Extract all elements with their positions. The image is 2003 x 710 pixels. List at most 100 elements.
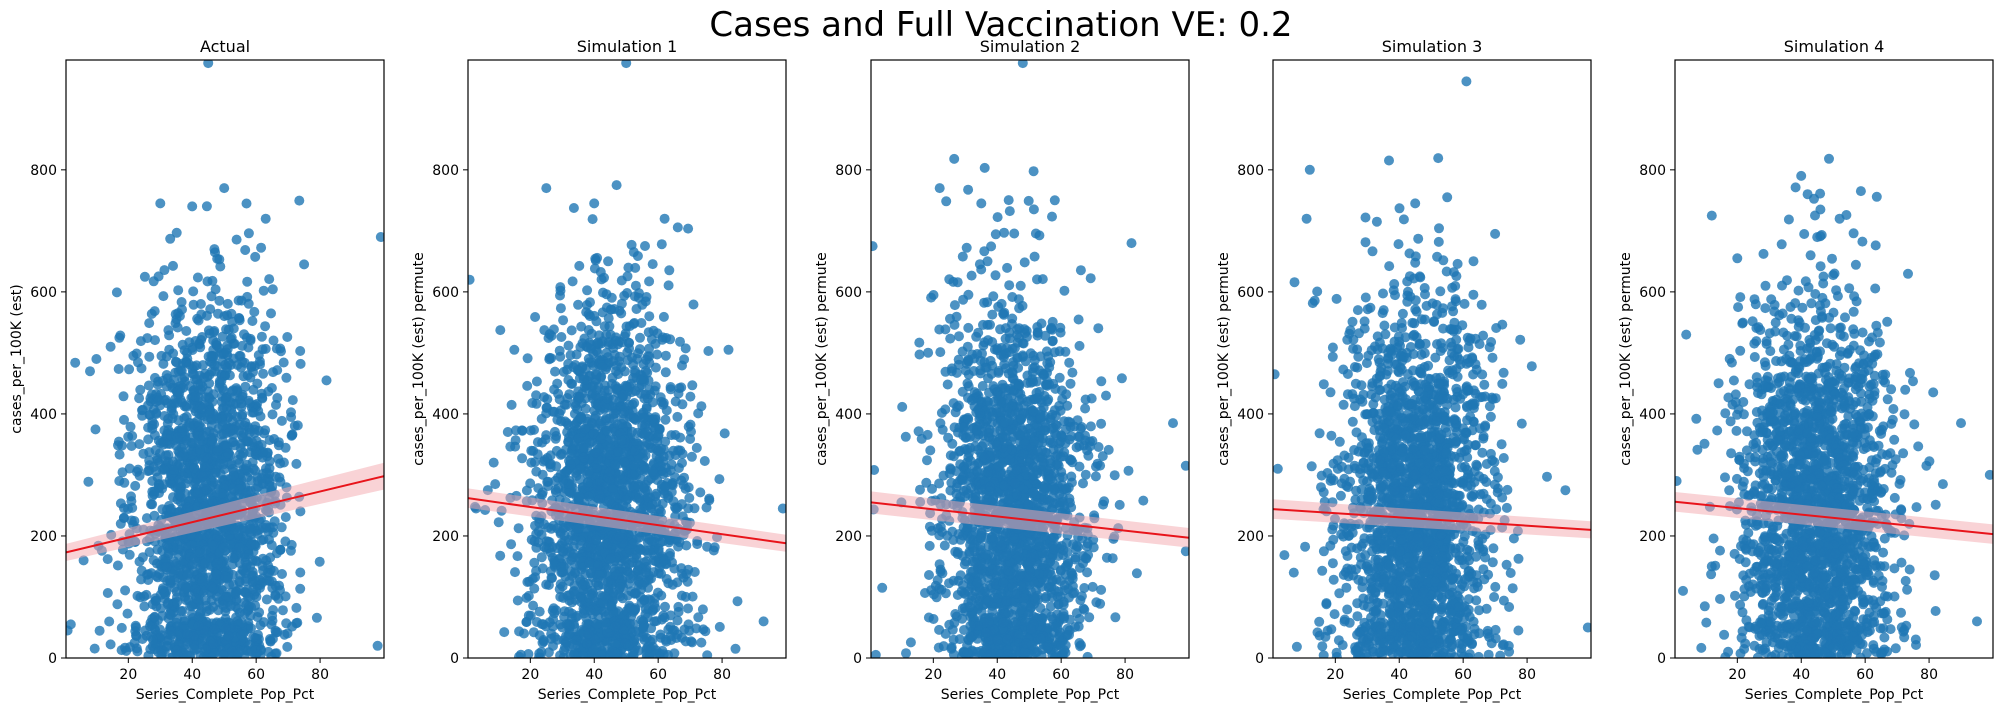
scatter-point: [528, 600, 539, 611]
scatter-point: [593, 580, 604, 591]
scatter-point: [314, 556, 325, 567]
scatter-point: [242, 276, 253, 287]
scatter-point: [676, 382, 687, 393]
scatter-point: [1074, 461, 1085, 472]
scatter-point: [632, 354, 643, 364]
scatter-point: [648, 567, 659, 578]
scatter-point: [102, 588, 113, 598]
scatter-point: [551, 445, 562, 456]
scatter-point: [653, 587, 663, 598]
scatter-point: [113, 364, 124, 374]
scatter-point: [719, 428, 730, 439]
scatter-point: [375, 232, 384, 242]
scatter-point: [272, 627, 283, 638]
scatter-point: [212, 531, 223, 542]
scatter-point: [311, 612, 322, 623]
scatter-point: [254, 607, 265, 618]
scatter-point: [1082, 651, 1093, 658]
scatter-point: [228, 470, 239, 481]
scatter-point: [115, 330, 126, 341]
scatter-point: [583, 628, 594, 639]
scatter-point: [282, 641, 293, 652]
scatter-point: [193, 379, 204, 390]
scatter-point: [525, 425, 536, 436]
scatter-point: [620, 638, 631, 649]
scatter-point: [597, 362, 608, 373]
scatter-point: [291, 602, 302, 613]
scatter-point: [241, 459, 252, 470]
scatter-point: [211, 569, 222, 580]
scatter-point: [985, 319, 995, 330]
scatter-point: [618, 414, 629, 425]
scatter-point: [558, 523, 569, 534]
scatter-point: [539, 542, 550, 553]
scatter-point: [635, 473, 646, 484]
scatter-point: [605, 553, 616, 564]
scatter-point: [261, 594, 272, 605]
scatter-point: [604, 466, 615, 477]
scatter-point: [210, 468, 221, 479]
scatter-point: [578, 452, 589, 463]
scatter-point: [499, 627, 510, 638]
scatter-point: [635, 332, 645, 343]
scatter-point: [165, 233, 176, 244]
scatter-point: [663, 624, 674, 635]
scatter-point: [495, 325, 506, 336]
scatter-point: [593, 560, 603, 571]
scatter-point: [189, 463, 200, 474]
scatter-point: [608, 484, 618, 495]
scatter-point: [992, 212, 1003, 223]
scatter-point: [151, 595, 162, 606]
scatter-point: [658, 311, 669, 322]
scatter-point: [153, 376, 163, 387]
scatter-point: [620, 366, 630, 377]
scatter-point: [539, 392, 549, 403]
scatter-point: [243, 298, 254, 309]
scatter-point: [673, 541, 684, 552]
scatter-point: [605, 449, 615, 460]
scatter-point: [653, 430, 664, 441]
scatter-point: [139, 601, 150, 612]
scatter-point: [714, 474, 725, 485]
scatter-point: [604, 495, 615, 506]
x-tick-label: 80: [311, 667, 329, 683]
scatter-point: [647, 397, 658, 408]
scatter-point: [163, 425, 174, 435]
scatter-point: [627, 651, 638, 658]
scatter-point: [490, 479, 501, 490]
scatter-point: [579, 423, 590, 434]
scatter-point: [245, 523, 256, 534]
scatter-point: [591, 369, 602, 380]
y-tick-label: 0: [48, 651, 57, 667]
scatter-point: [640, 567, 651, 578]
scatter-point: [268, 367, 278, 378]
scatter-point: [272, 393, 283, 403]
scatter-point: [663, 280, 674, 291]
scatter-point: [115, 498, 126, 509]
scatter-point: [274, 472, 285, 483]
scatter-point: [530, 312, 541, 322]
scatter-point: [281, 618, 292, 629]
scatter-point: [225, 601, 236, 611]
scatter-point: [89, 643, 100, 654]
scatter-point: [234, 542, 245, 553]
scatter-point: [585, 605, 596, 616]
scatter-point: [665, 384, 676, 395]
scatter-point: [1078, 478, 1088, 489]
scatter-point: [172, 645, 182, 656]
scatter-point: [123, 504, 133, 514]
scatter-point: [179, 372, 190, 383]
scatter-point: [630, 280, 641, 291]
scatter-point: [252, 399, 262, 409]
scatter-point: [116, 645, 127, 656]
scatter-point: [502, 427, 513, 437]
scatter-point: [702, 650, 713, 658]
scatter-point: [78, 555, 89, 566]
scatter-point: [163, 457, 174, 468]
scatter-point: [563, 436, 574, 447]
scatter-point: [566, 479, 577, 490]
scatter-point: [269, 516, 280, 527]
y-tick-label: 400: [30, 407, 57, 423]
scatter-point: [624, 343, 635, 354]
scatter-point: [567, 276, 578, 287]
